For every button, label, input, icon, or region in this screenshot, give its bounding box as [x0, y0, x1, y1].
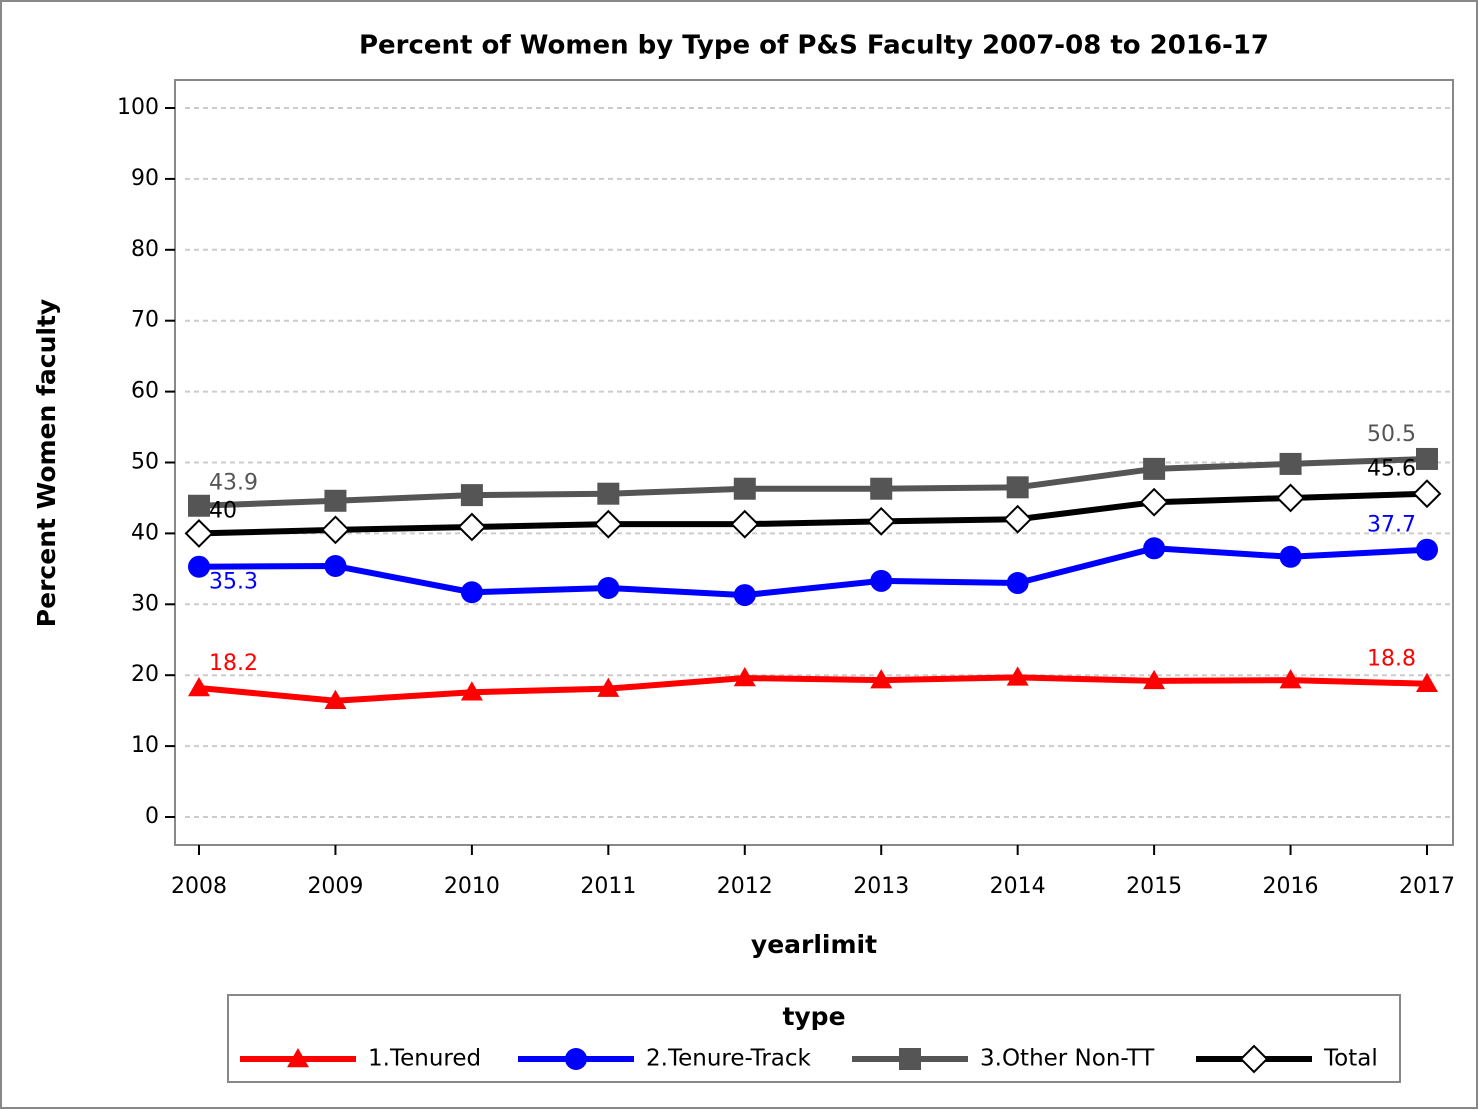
marker — [460, 581, 483, 604]
legend-marker — [1239, 1044, 1269, 1074]
marker — [188, 676, 210, 697]
legend-label: 3.Other Non-TT — [980, 1046, 1155, 1072]
marker — [870, 477, 893, 500]
y-tick-label: 60 — [131, 379, 159, 404]
series-line — [198, 545, 1428, 599]
x-tick-label: 2017 — [1399, 874, 1455, 899]
marker — [1416, 447, 1438, 470]
marker — [593, 509, 623, 539]
marker — [457, 512, 487, 542]
y-tick-label: 40 — [131, 520, 159, 545]
marker — [1279, 545, 1302, 568]
marker — [733, 477, 756, 500]
marker — [1143, 457, 1166, 480]
data-label: 45.6 — [1367, 457, 1416, 482]
x-tick-label: 2009 — [307, 874, 363, 899]
marker — [1003, 504, 1033, 534]
marker — [460, 484, 483, 507]
marker — [1416, 672, 1438, 692]
y-tick-label: 90 — [131, 166, 159, 191]
data-label: 18.8 — [1367, 647, 1416, 672]
series-line — [198, 674, 1428, 704]
y-tick-label: 10 — [131, 733, 159, 758]
marker — [324, 489, 347, 512]
marker — [1143, 537, 1166, 560]
x-tick-label: 2014 — [990, 874, 1046, 899]
marker — [1006, 476, 1029, 499]
legend-label: 1.Tenured — [368, 1046, 481, 1072]
marker — [321, 515, 350, 545]
x-tick-label: 2008 — [171, 874, 227, 899]
series-line — [198, 455, 1428, 509]
x-axis-title: yearlimit — [751, 930, 877, 959]
x-tick-label: 2015 — [1126, 874, 1182, 899]
marker — [597, 482, 620, 505]
x-tick-label: 2011 — [580, 874, 636, 899]
data-label: 18.2 — [209, 651, 258, 676]
marker — [1143, 669, 1166, 690]
marker — [188, 494, 210, 517]
marker — [1416, 538, 1438, 561]
data-label: 43.9 — [209, 471, 258, 496]
marker — [870, 569, 893, 592]
marker — [733, 667, 756, 687]
x-tick-label: 2016 — [1263, 874, 1319, 899]
marker — [1279, 669, 1302, 689]
x-tick-label: 2013 — [853, 874, 909, 899]
y-tick-label: 30 — [131, 591, 159, 616]
marker — [1412, 479, 1442, 509]
legend-label: 2.Tenure-Track — [646, 1046, 812, 1072]
marker — [597, 576, 620, 599]
y-tick-label: 0 — [145, 804, 159, 829]
x-tick-label: 2012 — [717, 874, 773, 899]
marker — [1276, 483, 1305, 513]
data-label: 35.3 — [209, 570, 258, 595]
series-line — [198, 490, 1428, 537]
marker — [733, 584, 756, 607]
y-tick-label: 50 — [131, 450, 159, 475]
marker — [597, 677, 620, 697]
marker — [460, 681, 483, 701]
marker — [184, 518, 214, 548]
marker — [324, 689, 347, 709]
legend-marker — [899, 1048, 921, 1070]
legend-label: Total — [1323, 1046, 1378, 1072]
marker — [730, 509, 760, 539]
legend-marker — [287, 1048, 309, 1068]
marker — [1139, 487, 1169, 517]
marker — [870, 669, 893, 689]
y-tick-label: 100 — [117, 95, 159, 120]
y-tick-label: 80 — [131, 237, 159, 262]
x-tick-label: 2010 — [444, 874, 500, 899]
marker — [188, 555, 210, 578]
legend-title: type — [782, 1002, 845, 1031]
y-tick-label: 20 — [131, 662, 159, 687]
chart-title: Percent of Women by Type of P&S Faculty … — [359, 31, 1269, 61]
y-axis-title: Percent Women faculty — [32, 299, 61, 627]
marker — [1279, 452, 1302, 475]
marker — [1006, 572, 1029, 595]
legend-frame — [227, 994, 1401, 1083]
y-tick-label: 70 — [131, 308, 159, 333]
marker — [1006, 666, 1029, 686]
data-label: 37.7 — [1367, 513, 1416, 538]
data-label: 40 — [209, 498, 237, 523]
data-label: 50.5 — [1367, 422, 1416, 447]
marker — [324, 555, 347, 578]
legend-marker — [565, 1048, 587, 1070]
marker — [866, 506, 896, 536]
